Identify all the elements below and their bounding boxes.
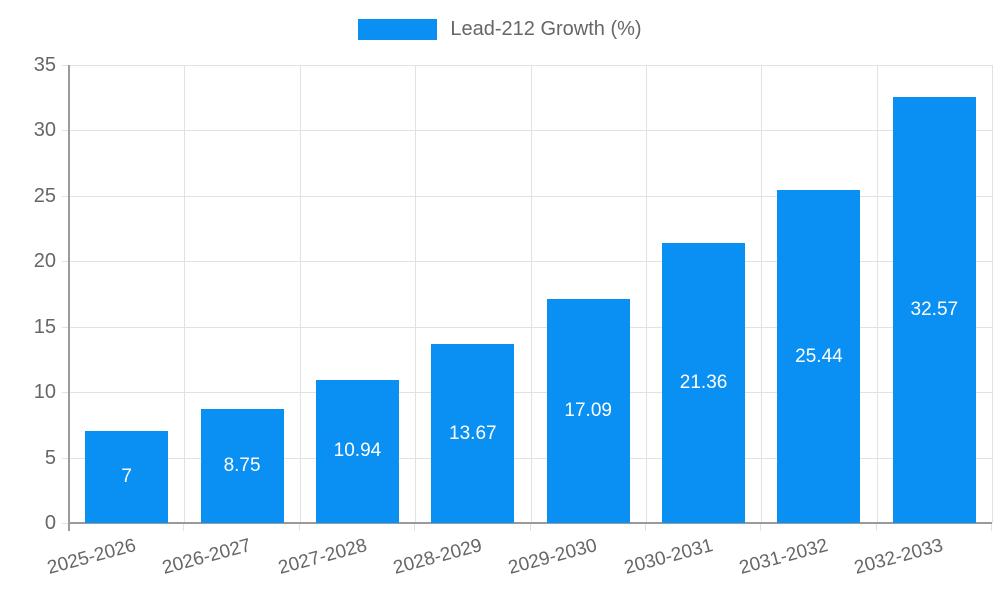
x-axis-tick <box>644 523 646 531</box>
x-tick-label: 2031-2032 <box>737 535 831 579</box>
bar-value-label: 10.94 <box>333 440 382 462</box>
y-tick-label: 10 <box>33 381 56 404</box>
y-tick-label: 15 <box>33 315 56 338</box>
x-tick-label: 2028-2029 <box>391 535 485 579</box>
bar-value-label: 17.09 <box>564 400 612 422</box>
legend-label: Lead-212 Growth (%) <box>450 18 642 40</box>
bar[interactable] <box>777 190 861 523</box>
bar[interactable] <box>662 243 746 523</box>
x-gridline <box>415 65 417 523</box>
x-axis-tick <box>414 523 416 531</box>
y-axis-tick <box>62 261 69 263</box>
y-axis-tick <box>62 195 69 197</box>
x-axis-tick <box>991 523 992 531</box>
x-tick-label: 2025-2026 <box>44 535 139 579</box>
y-tick-label: 0 <box>44 512 56 534</box>
chart-legend[interactable]: Lead-212 Growth (%) <box>0 18 1000 41</box>
x-tick-label: 2027-2028 <box>275 535 369 579</box>
y-tick-label: 5 <box>44 446 56 469</box>
x-gridline <box>530 65 532 523</box>
x-gridline <box>184 65 186 523</box>
x-axis-tick <box>875 523 877 531</box>
y-axis-tick <box>62 392 69 394</box>
x-axis-tick <box>183 523 185 531</box>
x-axis-spine <box>69 522 992 524</box>
bar[interactable] <box>892 96 976 523</box>
y-axis-tick <box>62 457 69 459</box>
bar[interactable] <box>200 408 284 523</box>
x-tick-label: 2029-2030 <box>506 535 600 579</box>
y-axis-tick <box>62 65 69 66</box>
x-tick-label: 2032-2033 <box>852 535 946 579</box>
bar-value-label: 13.67 <box>449 422 497 444</box>
x-gridline <box>992 65 993 523</box>
bar-value-label: 21.36 <box>679 372 728 394</box>
bar[interactable] <box>431 344 515 523</box>
bar-value-label: 7 <box>121 466 132 488</box>
y-axis-tick <box>62 523 69 524</box>
y-axis-tick <box>62 326 69 328</box>
x-tick-label: 2030-2031 <box>621 535 715 579</box>
y-tick-label: 25 <box>33 184 56 207</box>
x-axis-tick <box>529 523 531 531</box>
legend-swatch <box>358 19 438 40</box>
x-tick-label: 2026-2027 <box>160 535 254 579</box>
bar-value-label: 25.44 <box>795 345 843 367</box>
x-axis-tick <box>298 523 300 531</box>
bar[interactable] <box>85 431 169 523</box>
x-axis-tick <box>760 523 762 531</box>
bar-value-label: 32.57 <box>910 298 959 320</box>
y-tick-label: 20 <box>33 250 56 273</box>
x-gridline <box>761 65 763 523</box>
y-axis-tick <box>62 130 69 132</box>
y-axis-spine <box>68 65 70 531</box>
y-tick-label: 30 <box>33 119 56 142</box>
y-tick-label: 35 <box>33 54 56 76</box>
x-gridline <box>299 65 301 523</box>
plot-area: 7 8.75 10.94 13.67 17.09 21.36 25.44 32.57 <box>62 65 993 531</box>
bar-value-label: 8.75 <box>223 454 261 476</box>
x-gridline <box>645 65 647 523</box>
bar[interactable] <box>315 379 399 523</box>
x-gridline <box>876 65 878 523</box>
bar[interactable] <box>546 299 630 523</box>
